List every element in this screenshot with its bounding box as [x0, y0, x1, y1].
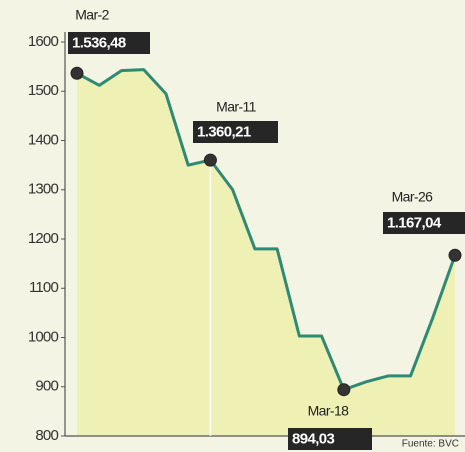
value-label: 1.360,21 — [197, 123, 251, 140]
value-box — [383, 212, 465, 234]
y-tick-label: 1400 — [28, 131, 59, 148]
y-tick-label: 1500 — [28, 82, 59, 99]
y-tick-label: 800 — [35, 427, 58, 444]
value-label: 1.536,48 — [72, 34, 126, 51]
y-tick-label: 1200 — [28, 230, 59, 247]
y-tick-label: 1600 — [28, 33, 59, 50]
y-tick-label: 1000 — [28, 328, 59, 345]
value-box — [193, 121, 278, 143]
value-label: 1.167,04 — [387, 214, 442, 231]
y-tick-label: 900 — [35, 378, 58, 395]
date-label: Mar-18 — [308, 403, 350, 419]
y-tick-label: 1100 — [29, 279, 59, 296]
point — [70, 66, 84, 80]
value-box — [68, 32, 150, 54]
y-tick-label: 1300 — [28, 181, 59, 198]
source: Fuente: BVC — [402, 439, 459, 450]
point — [203, 153, 217, 167]
value-label: 894,03 — [292, 430, 335, 447]
date-label: Mar-2 — [75, 7, 109, 23]
point — [337, 383, 351, 397]
point — [448, 248, 462, 262]
area — [77, 69, 455, 436]
date-label: Mar-11 — [216, 99, 257, 115]
date-label: Mar-26 — [392, 189, 434, 205]
value-box — [288, 428, 372, 450]
line — [76, 68, 457, 392]
